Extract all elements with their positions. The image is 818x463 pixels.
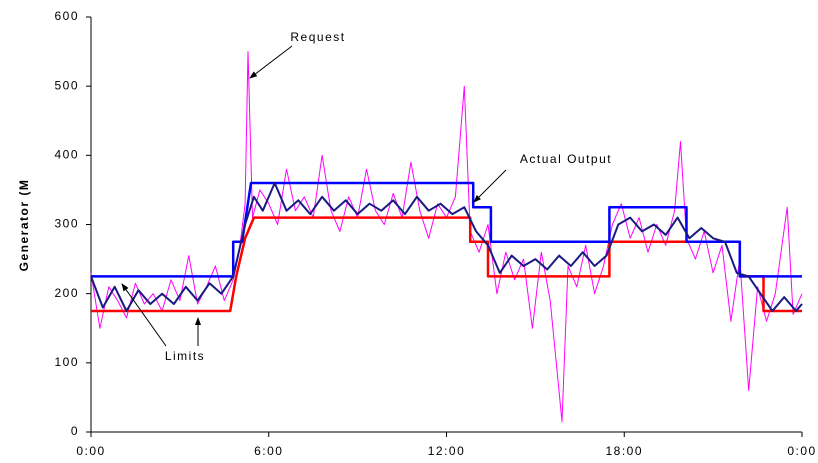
annotation-arrow [121,283,167,347]
x-tick-label: 6:00 [254,444,283,458]
y-tick-label: 600 [54,9,79,23]
series-line [90,51,803,423]
annotation: Actual Output [520,152,612,166]
y-tick-label: 0 [71,424,79,438]
x-tick-label: 12:00 [428,444,466,458]
y-tick-label: 500 [54,78,79,92]
x-tick-label: 0:00 [787,444,816,458]
y-tick-label: 300 [54,217,79,231]
y-axis-label: Generator (M [17,179,31,272]
y-tick-label: 200 [54,286,79,300]
annotation: Limits [165,349,205,363]
annotation-arrow [473,169,507,203]
series-line [91,216,802,313]
annotation: Request [290,30,345,44]
x-tick-label: 18:00 [605,444,643,458]
series-line [91,181,802,278]
y-tick-label: 400 [54,148,79,162]
y-tick-label: 100 [54,355,79,369]
series-line [90,182,803,312]
x-tick-label: 0:00 [76,444,105,458]
annotation-arrow [249,45,293,79]
